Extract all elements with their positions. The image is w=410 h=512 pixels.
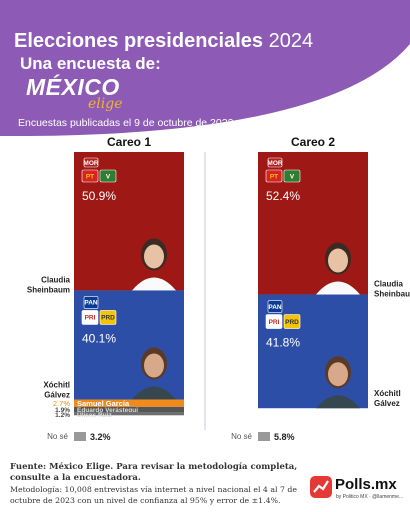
pollsmx-logo: Polls.mx by Politico MX · @llamenme... — [310, 474, 406, 502]
stack-bar — [258, 294, 368, 409]
pri-icon-label: PRI — [269, 319, 280, 326]
prd-icon — [283, 314, 301, 329]
pt-icon — [81, 169, 99, 183]
pan-icon-label: PAN — [268, 304, 282, 311]
pri-icon-label: PRI — [85, 315, 96, 322]
verde-icon-label: V — [106, 173, 111, 180]
claudia-photo — [316, 242, 360, 295]
xochitl-value: 40.1% — [82, 331, 116, 345]
stack-bar — [74, 399, 184, 407]
minor-name: Eduardo Verástegui — [77, 407, 138, 414]
pan-icon-label: PAN — [84, 300, 98, 307]
pri-icon — [81, 310, 99, 325]
claudia-name-2: Sheinbaum — [27, 285, 70, 294]
title-year: 2024 — [268, 30, 314, 52]
header-background — [0, 0, 410, 136]
footer-methodology: Metodología: 10,008 entrevistas vía inte… — [10, 485, 298, 505]
prd-icon-label: PRD — [101, 315, 115, 322]
minor-name: Ulises Ruiz — [77, 412, 112, 419]
xochitl-name-2: Gálvez — [374, 399, 400, 408]
chart-icon — [310, 476, 332, 498]
prd-icon-label: PRD — [285, 319, 299, 326]
pt-icon-label: PT — [270, 173, 278, 180]
morena-icon — [267, 157, 283, 168]
morena-icon-label: MOR — [83, 160, 98, 167]
morena-icon — [83, 157, 99, 168]
brand-logo: MÉXICO — [26, 74, 120, 100]
minor-name: Samuel García — [77, 399, 130, 408]
morena-icon-label: MOR — [267, 160, 282, 167]
claudia-value: 50.9% — [82, 189, 116, 203]
claudia-value: 52.4% — [266, 189, 300, 203]
verde-icon — [99, 169, 117, 183]
claudia-photo — [132, 238, 176, 291]
page-title: Elecciones presidenciales 2024 — [14, 30, 314, 52]
pan-icon — [267, 300, 283, 313]
claudia-name-1: Claudia — [374, 280, 403, 289]
footer: Fuente: México Elige. Para revisar la me… — [10, 462, 306, 506]
xochitl-photo — [316, 356, 360, 409]
minor-value: 1.9% — [55, 407, 70, 414]
nose-value: 5.8% — [274, 432, 295, 442]
verde-icon-label: V — [290, 173, 295, 180]
minor-value: 2.7% — [53, 399, 70, 408]
date-line: Encuestas publicadas el 9 de octubre de … — [18, 117, 234, 129]
verde-icon — [283, 169, 301, 183]
xochitl-photo — [132, 347, 176, 400]
stack-bar — [74, 406, 184, 413]
nose-value: 3.2% — [90, 432, 111, 442]
careo-title: Careo 1 — [107, 135, 151, 149]
brand-logo-sub: elige — [88, 96, 123, 112]
stack-bar — [74, 412, 184, 416]
logo-text: Polls.mx — [335, 476, 397, 493]
xochitl-value: 41.8% — [266, 336, 300, 350]
logo-tagline: by Politico MX · @llamenme... — [336, 494, 404, 500]
page-subtitle: Una encuesta de: — [20, 54, 161, 73]
nose-bar — [74, 432, 86, 441]
nose-label: No sé — [47, 432, 68, 441]
xochitl-name-1: Xóchitl — [374, 389, 401, 398]
prd-icon — [99, 310, 117, 325]
nose-bar — [258, 432, 270, 441]
xochitl-name-1: Xóchitl — [43, 381, 70, 390]
claudia-name-1: Claudia — [41, 275, 70, 284]
nose-label: No sé — [231, 432, 252, 441]
minor-value: 1.2% — [55, 412, 70, 419]
pt-icon — [265, 169, 283, 183]
footer-source: Fuente: México Elige. Para revisar la me… — [10, 462, 298, 483]
header-banner: Elecciones presidenciales 2024 Una encue… — [0, 0, 410, 136]
pt-icon-label: PT — [86, 173, 94, 180]
careo-title: Careo 2 — [291, 135, 335, 149]
pan-icon — [83, 296, 99, 309]
pri-icon — [265, 314, 283, 329]
claudia-name-2: Sheinbaum — [374, 290, 410, 299]
xochitl-name-2: Gálvez — [44, 391, 70, 400]
